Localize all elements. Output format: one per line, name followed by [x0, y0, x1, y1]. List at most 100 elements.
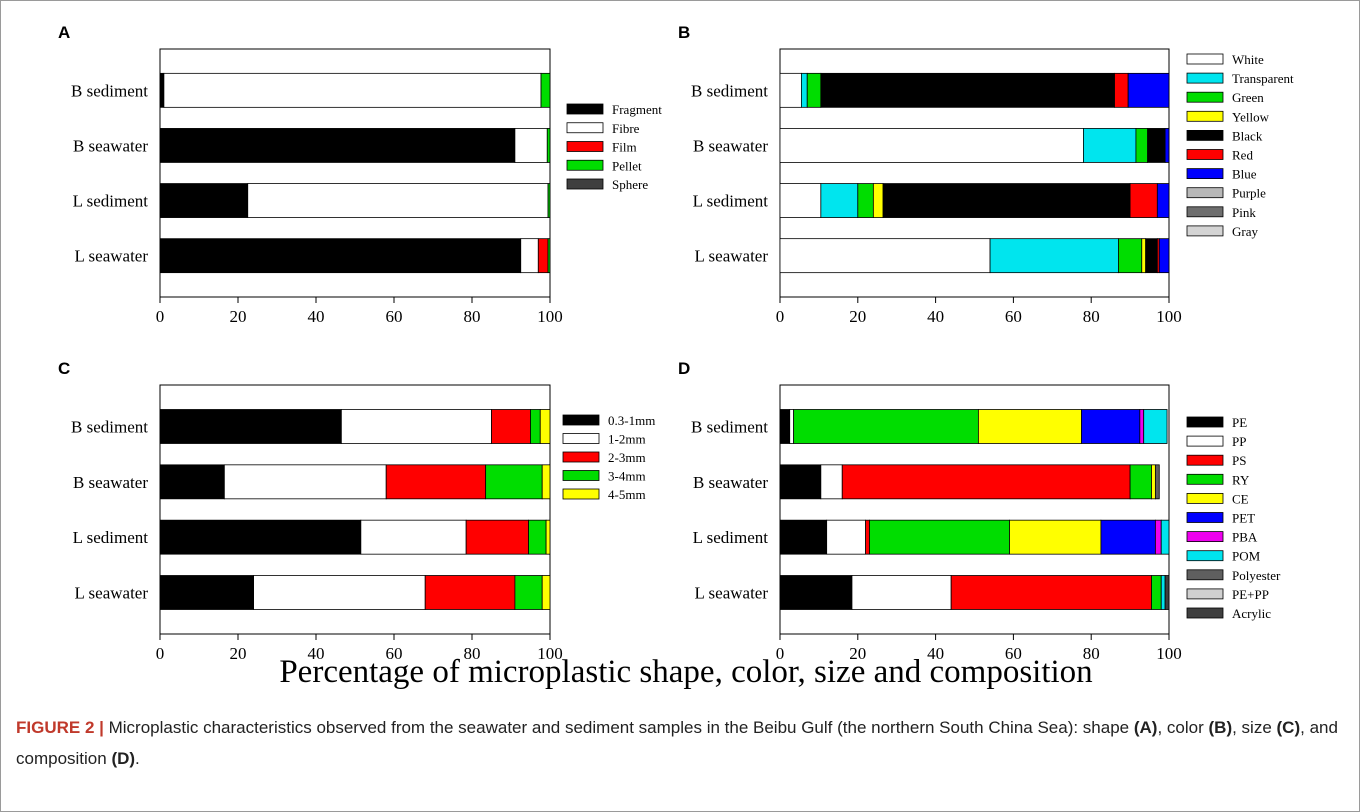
- panel-c-legend-label-2-3mm: 2-3mm: [608, 450, 646, 465]
- panel-b-x-tick-label-20: 20: [849, 307, 866, 326]
- panel-d-legend-label-pp: PP: [1232, 434, 1246, 449]
- caption-ref-c: (C): [1276, 718, 1301, 737]
- panel-d-bar-b-seawater-ce: [1151, 464, 1156, 500]
- caption-text-5: .: [135, 749, 140, 768]
- panel-a-bar-b-seawater-fibre: [514, 128, 548, 163]
- panel-c-bar-l-sediment-4-5mm: [545, 519, 551, 555]
- panel-d-bar-l-sediment-ce: [1009, 519, 1102, 555]
- panel-d-bar-l-seawater-pe: [779, 575, 853, 610]
- panel-a-bar-b-sediment-pellet: [540, 72, 551, 108]
- panel-d-legend-label-pba: PBA: [1232, 530, 1258, 545]
- panel-a-x-tick-label-0: 0: [156, 307, 165, 326]
- panel-b-bar-b-seawater-green: [1135, 128, 1149, 163]
- panel-c-bar-b-sediment-1-2mm: [340, 409, 492, 444]
- panel-a-legend-label-fibre: Fibre: [612, 121, 640, 136]
- panel-b-legend-label-transparent: Transparent: [1232, 71, 1294, 86]
- panel-b-bar-l-sediment-transparent: [820, 183, 859, 218]
- panel-a-category-label-l-seawater: L seawater: [75, 247, 149, 266]
- panel-d-bar-b-sediment-pom: [1143, 409, 1168, 444]
- panel-b-x-tick-label-60: 60: [1005, 307, 1022, 326]
- panel-d-legend-label-pe: PE: [1232, 415, 1247, 430]
- panel-d-bar-l-sediment-pet: [1100, 519, 1156, 555]
- panel-a-legend-swatch-fibre: [566, 122, 604, 134]
- panel-b-legend-label-blue: Blue: [1232, 167, 1257, 182]
- panel-c-bar-l-sediment-2-3mm: [465, 519, 529, 555]
- panel-b-legend-swatch-pink: [1186, 206, 1224, 218]
- panel-b-x-tick-label-100: 100: [1156, 307, 1182, 326]
- panel-b-letter: B: [678, 23, 690, 42]
- panel-d-bar-b-seawater-polyester: [1154, 464, 1160, 500]
- panel-b-bar-b-seawater-transparent: [1083, 128, 1137, 163]
- panel-c-bar-l-sediment-3-4mm: [528, 519, 547, 555]
- panel-b-legend-label-pink: Pink: [1232, 205, 1256, 220]
- panel-b-bar-l-seawater-white: [779, 238, 991, 274]
- caption-text-4: , and composition: [16, 718, 1338, 768]
- panel-d-bar-l-sediment-pom: [1160, 519, 1170, 555]
- panel-d-bar-b-seawater-pp: [820, 464, 843, 500]
- panel-c-legend-swatch-2-3mm: [562, 451, 600, 463]
- panel-b-bar-l-sediment-yellow: [872, 183, 884, 218]
- panel-d-legend-swatch-acrylic: [1186, 607, 1224, 619]
- panel-c-x-tick-label-60: 60: [386, 644, 403, 663]
- panel-d-category-label-l-sediment: L sediment: [693, 528, 769, 547]
- panel-d-letter: D: [678, 359, 690, 378]
- panel-b-bar-b-seawater-white: [779, 128, 1084, 163]
- panel-d-legend-label-pe-pp: PE+PP: [1232, 587, 1269, 602]
- panel-a-bar-b-seawater-pellet: [546, 128, 551, 163]
- panel-b-bar-l-sediment-green: [857, 183, 874, 218]
- panel-c-category-label-l-sediment: L sediment: [73, 528, 149, 547]
- panel-c-letter: C: [58, 359, 70, 378]
- panel-b-bar-l-seawater-green: [1118, 238, 1143, 274]
- panel-a-legend-swatch-sphere: [566, 178, 604, 190]
- panel-a-x-tick-label-60: 60: [386, 307, 403, 326]
- panel-a-x-tick-label-80: 80: [464, 307, 481, 326]
- panel-a-letter: A: [58, 23, 70, 42]
- panel-b-legend-swatch-purple: [1186, 187, 1224, 199]
- panel-c-legend-label-4-5mm: 4-5mm: [608, 487, 646, 502]
- panel-b-category-label-l-sediment: L sediment: [693, 192, 769, 211]
- panel-c-bar-b-seawater-4-5mm: [541, 464, 551, 500]
- panel-b-legend-swatch-blue: [1186, 168, 1224, 180]
- panel-d-bar-l-seawater-ps: [950, 575, 1152, 610]
- panel-d-legend-label-pet: PET: [1232, 511, 1255, 526]
- caption-text-3: , size: [1232, 718, 1277, 737]
- panel-c-legend-swatch-1-2mm: [562, 433, 600, 444]
- panel-c-bar-b-seawater-0-3-1mm: [159, 464, 225, 500]
- panel-c-bar-b-seawater-1-2mm: [223, 464, 387, 500]
- panel-d-bar-b-sediment-ry: [793, 409, 979, 444]
- panel-d-legend-swatch-pe: [1186, 416, 1224, 428]
- panel-a-bar-b-seawater-fragment: [159, 128, 516, 163]
- panel-c-bar-b-sediment-2-3mm: [491, 409, 531, 444]
- panel-a-legend-swatch-pellet: [566, 159, 604, 171]
- panel-d-category-label-l-seawater: L seawater: [695, 584, 769, 603]
- panel-d-bar-b-seawater-ry: [1129, 464, 1152, 500]
- panel-c-x-tick-label-20: 20: [230, 644, 247, 663]
- panel-d-plot-frame: [779, 384, 1170, 635]
- caption-ref-d: (D): [111, 749, 136, 768]
- panel-b-bar-l-seawater-transparent: [989, 238, 1119, 274]
- panel-a-legend-label-fragment: Fragment: [612, 102, 662, 117]
- panel-c-bar-l-seawater-1-2mm: [253, 575, 426, 610]
- panel-a-bar-l-seawater-film: [537, 238, 549, 274]
- panel-b-bar-l-sediment-blue: [1156, 183, 1170, 218]
- panel-d-x-tick-label-0: 0: [776, 644, 785, 663]
- panel-a-category-label-b-sediment: B sediment: [71, 81, 148, 100]
- caption-ref-b: (B): [1208, 718, 1233, 737]
- panel-a-bar-l-seawater-fibre: [520, 238, 539, 274]
- panel-d-bar-l-sediment-pp: [826, 519, 866, 555]
- panel-b-plot-frame: [779, 48, 1170, 298]
- panel-d-legend-swatch-ry: [1186, 473, 1224, 485]
- panel-b-bar-b-seawater-black: [1147, 128, 1166, 163]
- panel-c-category-label-l-seawater: L seawater: [75, 584, 149, 603]
- caption-ref-a: (A): [1133, 718, 1158, 737]
- panel-d-legend-swatch-pom: [1186, 550, 1224, 562]
- panel-a-legend-label-film: Film: [612, 140, 637, 155]
- panel-c-x-tick-label-0: 0: [156, 644, 165, 663]
- panel-c-bar-b-sediment-0-3-1mm: [159, 409, 342, 444]
- panel-c-bar-l-seawater-3-4mm: [514, 575, 543, 610]
- panel-d-legend-label-ps: PS: [1232, 453, 1246, 468]
- panel-d-x-tick-label-20: 20: [849, 644, 866, 663]
- panel-b-x-tick-label-0: 0: [776, 307, 785, 326]
- panel-b-bar-l-seawater-black: [1145, 238, 1158, 274]
